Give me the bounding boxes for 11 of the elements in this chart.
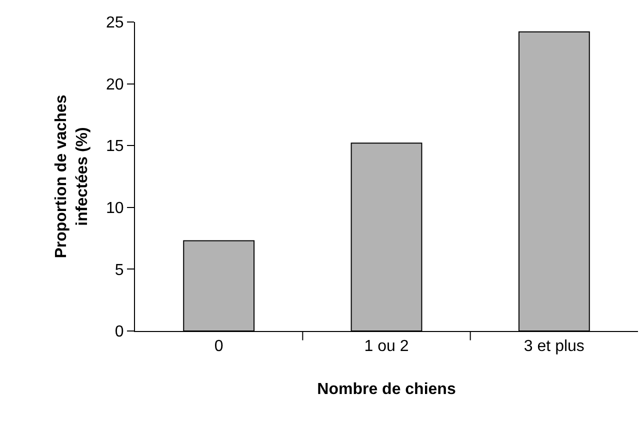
x-tick-label: 3 et plus	[524, 338, 584, 356]
x-tick-label: 1 ou 2	[364, 338, 409, 356]
y-axis-title: Proportion de vaches infectées (%)	[53, 94, 91, 258]
y-tick-label: 25	[106, 14, 124, 32]
y-tick-label: 20	[106, 76, 124, 94]
x-tick-label: 0	[214, 338, 224, 356]
y-tick-label: 10	[106, 200, 124, 217]
y-tick-label: 0	[114, 324, 124, 341]
x-axis-title: Nombre de chiens	[317, 380, 456, 398]
y-tick-label: 5	[114, 262, 124, 279]
y-tick-label: 15	[106, 138, 124, 156]
